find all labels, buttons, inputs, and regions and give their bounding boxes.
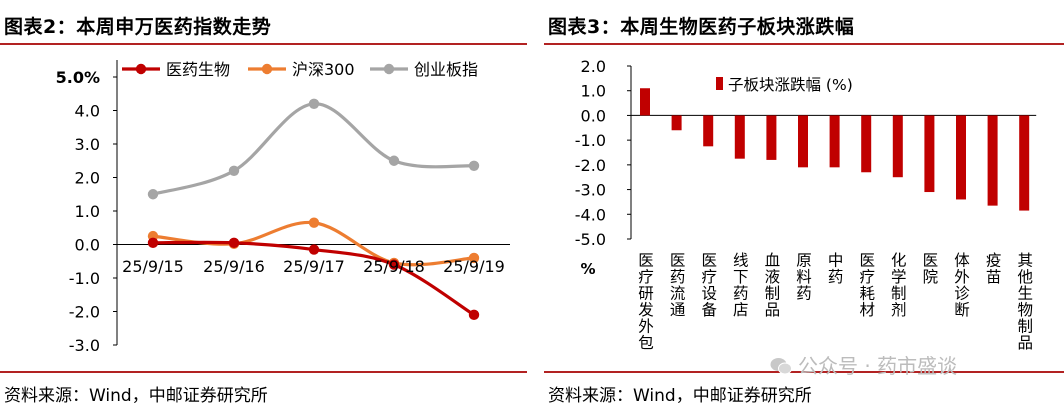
bar-3 [734,115,745,159]
bar-2 [703,115,714,147]
y-tick-label: -4.0 [575,205,606,224]
y-tick-label: 1.0 [581,82,606,101]
y-tick-label: -3.0 [69,336,100,355]
legend-marker-1 [261,63,273,75]
legend-label-0: 医药生物 [166,60,230,79]
y-tick-label: 0.0 [581,106,606,125]
category-label: 医疗研发外包 [636,252,654,351]
category-label: 化学制剂 [889,252,907,319]
y-tick-label: -2.0 [575,156,606,175]
bar-11 [987,115,998,206]
series-point-2 [388,155,400,166]
right-title-rule [544,43,1064,45]
category-label: 线下药店 [731,252,749,318]
series-point-0 [308,244,320,255]
y-tick-label: -3.0 [575,181,606,200]
series-point-1 [468,252,480,264]
bar-8 [892,115,903,178]
y-tick-label: -2.0 [69,303,100,322]
y-unit-label: % [580,260,595,278]
x-tick-label: 25/9/16 [203,257,265,276]
series-point-2 [468,160,480,171]
watermark: 公众号 · 药市盛谈 [770,350,957,379]
bar-10 [956,115,966,200]
category-label: 医疗耗材 [857,252,875,318]
x-tick-label: 25/9/15 [122,257,184,276]
series-point-0 [468,309,480,321]
bar-9 [924,115,935,193]
series-point-0 [147,237,159,249]
series-line-2 [151,102,476,196]
bar-1 [671,115,682,131]
series-point-2 [147,189,159,200]
bar-12 [1019,115,1030,211]
category-label: 原料药 [794,252,812,302]
category-label: 医疗设备 [699,252,717,318]
panel-subsector-change: 图表3：本周生物医药子板块涨跌幅 2.0 1.0 0.0 -1.0 -2.0 -3.0 -4… [544,0,1064,410]
wechat-icon [770,358,792,375]
y-tick-label: -1.0 [575,131,606,150]
legend-marker-2 [383,63,395,75]
left-title-rule [0,43,527,45]
x-tick-label: 25/9/19 [443,257,505,276]
x-tick-label: 25/9/17 [283,257,345,276]
y-tick-label: 2.0 [75,169,100,188]
right-bar-chart: 2.0 1.0 0.0 -1.0 -2.0 -3.0 -4.0 -5.0% 医疗研发外包 医药流通… [575,57,1037,351]
category-label: 其他生物制品 [1015,252,1033,351]
legend-marker-0 [135,63,147,75]
series-point-1 [308,217,320,228]
x-tick-label: 25/9/18 [363,257,425,276]
series-point-0 [388,259,400,270]
category-label: 体外诊断 [952,252,970,318]
left-source-rule [0,371,527,373]
left-source-note: 资料来源：Wind，中邮证券研究所 [4,386,268,406]
bar-7 [861,115,872,173]
y-tick-label: 1.0 [75,202,100,221]
bar-4 [766,115,777,160]
legend-label: 子板块涨跌幅 (%) [728,76,853,94]
watermark-text: 公众号 · 药市盛谈 [798,354,958,378]
y-tick-label: 5.0% [56,68,100,87]
y-tick-label: 0.0 [75,236,100,255]
bar-5 [798,115,808,168]
panel-index-trend: 图表2：本周申万医药指数走势 5.0% 4.0 3.0 2.0 1.0 0.0 -1.0 -2… [0,0,527,410]
right-source-note: 资料来源：Wind，中邮证券研究所 [548,386,812,406]
category-label: 中药 [826,252,844,286]
legend-label-1: 沪深300 [292,60,355,79]
right-source-rule [544,371,1064,373]
legend-label-2: 创业板指 [414,60,478,79]
y-tick-label: -5.0 [575,230,606,249]
legend-swatch [716,77,723,90]
left-line-chart: 5.0% 4.0 3.0 2.0 1.0 0.0 -1.0 -2.0 -3.0 25/9/15 25… [56,60,510,355]
y-tick-label: -1.0 [69,269,100,288]
category-label: 医药流通 [668,252,686,318]
category-label: 疫苗 [984,252,1002,285]
y-tick-label: 2.0 [581,57,606,76]
right-chart-title: 图表3：本周生物医药子板块涨跌幅 [548,16,855,38]
y-tick-label: 4.0 [75,102,100,121]
category-label: 医院 [920,252,938,285]
bar-0 [640,88,650,116]
series-point-0 [228,237,240,249]
series-point-2 [308,98,320,110]
category-label: 血液制品 [762,252,780,318]
series-point-2 [228,165,240,176]
y-tick-label: 3.0 [75,135,100,154]
left-chart-title: 图表2：本周申万医药指数走势 [4,16,272,38]
bar-6 [829,115,840,168]
